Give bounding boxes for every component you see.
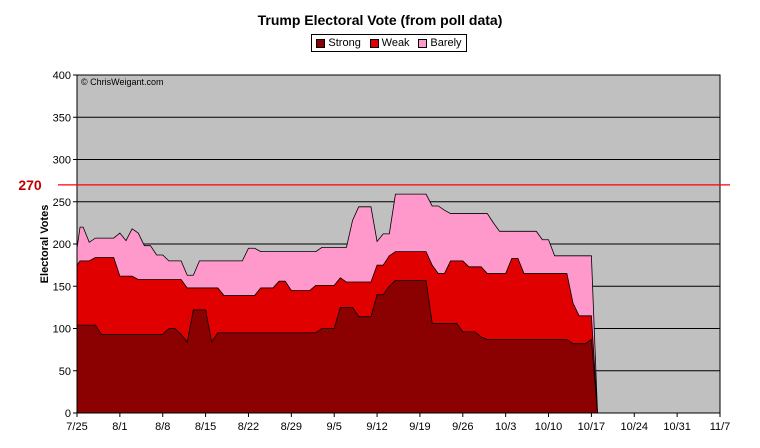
y-axis-title: Electoral Votes xyxy=(39,205,51,284)
legend-swatch-strong xyxy=(316,38,326,48)
x-tick-label-8/15: 8/15 xyxy=(195,421,216,433)
legend-label-weak: Weak xyxy=(381,37,410,49)
x-tick-label-8/22: 8/22 xyxy=(238,421,259,433)
legend: Strong Weak Barely xyxy=(311,34,467,52)
x-tick-label-9/12: 9/12 xyxy=(366,421,387,433)
watermark-text: © ChrisWeigant.com xyxy=(81,77,164,87)
x-tick-label-9/26: 9/26 xyxy=(452,421,473,433)
x-tick-label-10/3: 10/3 xyxy=(495,421,516,433)
y-tick-label-150: 150 xyxy=(53,281,71,293)
x-tick-label-8/8: 8/8 xyxy=(155,421,170,433)
legend-label-barely: Barely xyxy=(430,37,462,49)
x-tick-label-10/17: 10/17 xyxy=(578,421,606,433)
x-tick-label-11/7: 11/7 xyxy=(710,421,731,433)
y-tick-label-50: 50 xyxy=(59,366,71,378)
legend-swatch-weak xyxy=(369,38,379,48)
x-tick-label-9/19: 9/19 xyxy=(409,421,430,433)
legend-swatch-barely xyxy=(418,38,428,48)
y-tick-label-100: 100 xyxy=(53,324,71,336)
y-tick-label-400: 400 xyxy=(53,70,71,82)
legend-item-strong: Strong xyxy=(316,37,361,49)
y-tick-label-350: 350 xyxy=(53,112,71,124)
y-tick-label-0: 0 xyxy=(65,408,71,420)
legend-item-weak: Weak xyxy=(369,37,410,49)
x-tick-label-10/31: 10/31 xyxy=(663,421,691,433)
legend-item-barely: Barely xyxy=(418,37,462,49)
x-tick-label-10/24: 10/24 xyxy=(621,421,649,433)
chart-title: Trump Electoral Vote (from poll data) xyxy=(257,12,503,28)
x-tick-label-9/5: 9/5 xyxy=(327,421,342,433)
x-tick-label-8/29: 8/29 xyxy=(281,421,302,433)
x-tick-label-10/10: 10/10 xyxy=(535,421,563,433)
legend-label-strong: Strong xyxy=(328,37,361,49)
reference-line-label: 270 xyxy=(18,177,42,193)
series-area-strong xyxy=(76,279,598,414)
y-tick-label-200: 200 xyxy=(53,239,71,251)
y-tick-label-300: 300 xyxy=(53,155,71,167)
y-tick-label-250: 250 xyxy=(53,197,71,209)
x-tick-label-8/1: 8/1 xyxy=(112,421,127,433)
x-tick-label-7/25: 7/25 xyxy=(66,421,87,433)
